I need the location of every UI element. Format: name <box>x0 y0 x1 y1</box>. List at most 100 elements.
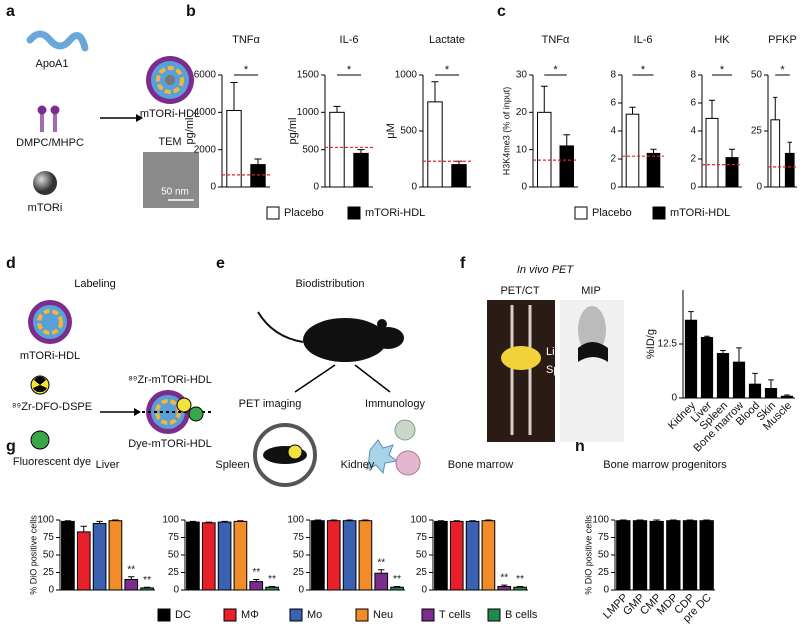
error-bar <box>620 519 627 521</box>
chart-title: Kidney <box>341 459 375 471</box>
label: Dye-mTORi-HDL <box>128 438 212 450</box>
panel-letter: c <box>497 3 506 20</box>
error-bar <box>629 106 636 115</box>
y-tick-label: 0 <box>421 585 427 596</box>
y-tick-label: 50 <box>293 550 305 561</box>
legend-label: Neu <box>373 609 393 621</box>
bar <box>700 337 714 399</box>
error-bar <box>393 586 401 588</box>
bar <box>632 520 648 591</box>
y-tick-label: 100 <box>410 515 427 526</box>
y-tick-label: 75 <box>168 532 180 543</box>
significance: ** <box>127 564 135 575</box>
error-bar <box>378 569 385 574</box>
significance: ** <box>377 557 385 568</box>
error-bar <box>80 525 87 532</box>
significance: * <box>780 64 785 76</box>
error-bar <box>237 520 244 522</box>
bar <box>784 152 795 188</box>
bar <box>92 523 107 591</box>
y-axis-label: % DiO positive cells <box>28 515 38 595</box>
error-bar <box>230 81 238 111</box>
error-bar <box>784 394 790 397</box>
error-bar <box>431 81 439 102</box>
mouse-icon <box>257 311 404 362</box>
error-bar <box>268 586 276 588</box>
bar <box>649 520 664 591</box>
legend-label: DC <box>175 609 191 621</box>
legend-label: Mo <box>307 609 322 621</box>
bar <box>725 157 739 188</box>
error-bar <box>314 519 322 521</box>
bar <box>124 579 139 591</box>
y-tick-label: 0 <box>411 182 417 193</box>
label: ApoA1 <box>35 58 68 70</box>
error-bar <box>437 520 445 522</box>
legend-swatch <box>289 608 303 622</box>
error-bar <box>787 141 792 154</box>
bar <box>358 520 373 591</box>
bar <box>449 520 464 591</box>
y-tick-label: 50 <box>168 550 180 561</box>
bar <box>764 387 778 399</box>
error-bar <box>357 149 365 154</box>
label: DMPC/MHPC <box>16 137 84 149</box>
y-tick-label: 50 <box>598 550 610 561</box>
error-bar <box>650 148 657 154</box>
bar <box>140 587 154 591</box>
bar <box>311 520 325 591</box>
y-tick-label: 2 <box>690 154 696 165</box>
label: mTORi <box>28 202 63 214</box>
bar <box>682 520 698 591</box>
legend-swatch <box>223 608 237 622</box>
panel-letter: a <box>6 3 15 20</box>
y-tick-label: 0 <box>756 182 762 193</box>
error-bar <box>189 520 197 523</box>
bar <box>427 101 443 188</box>
y-axis-label: μM <box>385 123 397 139</box>
y-tick-label: 6 <box>690 98 696 109</box>
label: PET/CT <box>500 285 539 297</box>
y-tick-label: 0 <box>210 182 216 193</box>
dye-icon <box>30 430 50 450</box>
bar <box>616 520 631 591</box>
error-bar <box>516 586 524 588</box>
label: Li <box>546 346 555 358</box>
y-tick-label: 0 <box>671 393 677 404</box>
error-bar <box>670 519 677 521</box>
error-bar <box>704 335 710 338</box>
error-bar <box>703 519 710 521</box>
chart-title: PFKP <box>768 34 797 46</box>
bar <box>233 520 248 591</box>
label: mTORi-HDL <box>20 350 80 362</box>
error-bar <box>205 521 212 523</box>
error-bar <box>485 519 492 521</box>
panel-letter: d <box>6 255 16 272</box>
y-tick-label: 0 <box>690 182 696 193</box>
label: mTORi-HDL <box>140 108 200 120</box>
legend-swatch <box>157 608 171 622</box>
y-tick-label: 2 <box>610 154 616 165</box>
label: 50 nm <box>161 187 189 198</box>
label: ⁸⁹Zr-mTORi-HDL <box>128 374 212 386</box>
significance: * <box>720 64 725 76</box>
mip-signal <box>578 342 608 362</box>
y-tick-label: 0 <box>610 182 616 193</box>
y-tick-label: 75 <box>43 532 55 543</box>
bar <box>108 520 123 591</box>
error-bar <box>729 148 735 158</box>
significance: ** <box>143 575 151 586</box>
significance: ** <box>516 574 524 585</box>
y-tick-label: 500 <box>400 126 417 137</box>
y-tick-label: 25 <box>43 567 55 578</box>
legend-label: mTORi-HDL <box>670 207 730 219</box>
y-tick-label: 500 <box>302 144 319 155</box>
bar <box>374 572 389 591</box>
pet-signal <box>501 346 541 370</box>
y-axis-label: pg/ml <box>184 118 196 145</box>
bar <box>684 319 698 399</box>
significance: * <box>641 64 646 76</box>
bar <box>481 520 496 591</box>
cells-icon <box>366 419 421 476</box>
y-tick-label: 75 <box>598 532 610 543</box>
